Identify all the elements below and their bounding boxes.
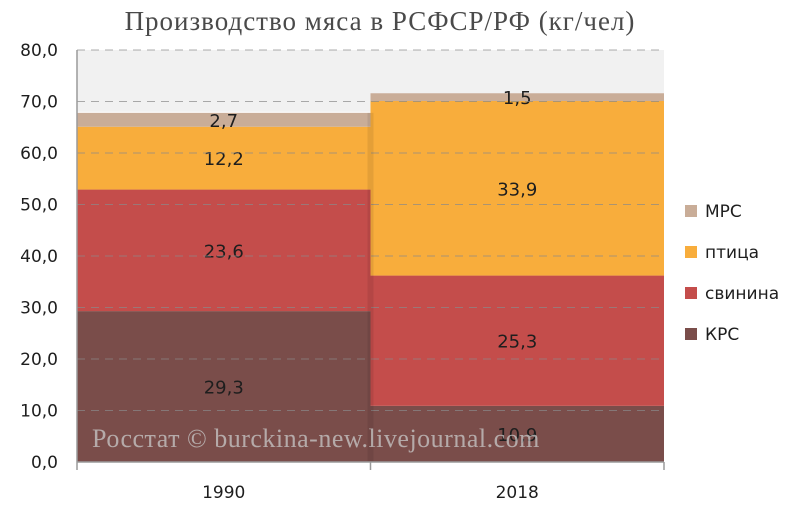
- data-label-1990-series-1: 23,6: [204, 241, 244, 262]
- data-label-1990-series-2: 12,2: [204, 149, 244, 170]
- data-label-1990-series-3: 2,7: [209, 111, 238, 132]
- bar-1990-series-1: [77, 189, 371, 312]
- data-label-2018-series-1: 25,3: [497, 332, 537, 353]
- data-label-2018-series-0: 10,9: [497, 425, 537, 446]
- data-label-2018-series-3: 1,5: [503, 88, 532, 109]
- bar-2018-series-0: [370, 405, 664, 462]
- y-tick-label: 70,0: [20, 93, 58, 113]
- data-label-1990-series-0: 29,3: [204, 378, 244, 399]
- x-tick-label: 1990: [202, 483, 245, 503]
- column-separator-shadow: [367, 112, 374, 462]
- bar-1990-series-0: [77, 311, 371, 462]
- y-tick-label: 0,0: [31, 453, 58, 473]
- chart-title: Производство мяса в РСФСР/РФ (кг/чел): [124, 6, 636, 36]
- legend-swatch-3: [685, 328, 697, 340]
- legend-label-2: свинина: [705, 284, 779, 304]
- y-tick-label: 40,0: [20, 247, 58, 267]
- bar-2018-series-2: [370, 100, 664, 276]
- legend-label-3: КРС: [705, 325, 739, 345]
- bar-1990-series-2: [77, 126, 371, 190]
- y-tick-label: 50,0: [20, 196, 58, 216]
- x-tick-label: 2018: [496, 483, 539, 503]
- bar-2018-series-3: [370, 93, 664, 101]
- y-tick-label: 80,0: [20, 41, 58, 61]
- legend-swatch-0: [685, 205, 697, 217]
- y-tick-label: 30,0: [20, 299, 58, 319]
- bar-2018-series-1: [370, 275, 664, 406]
- legend-swatch-1: [685, 246, 697, 258]
- y-tick-label: 10,0: [20, 402, 58, 422]
- data-label-2018-series-2: 33,9: [497, 179, 537, 200]
- watermark: Росстат © burckina-new.livejournal.com: [92, 424, 540, 453]
- y-tick-label: 20,0: [20, 350, 58, 370]
- legend-label-1: птица: [705, 243, 759, 263]
- bar-1990-series-3: [77, 112, 371, 127]
- y-tick-label: 60,0: [20, 144, 58, 164]
- legend-swatch-2: [685, 287, 697, 299]
- legend-label-0: МРС: [705, 202, 742, 222]
